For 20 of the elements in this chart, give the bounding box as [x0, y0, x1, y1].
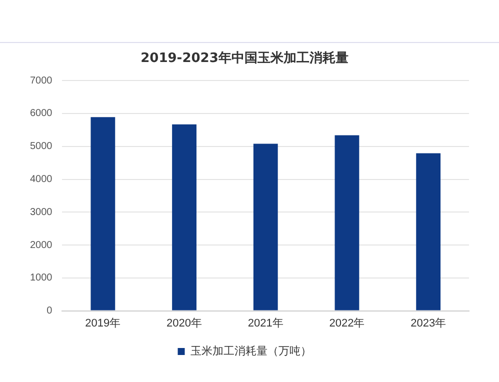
y-tick-label: 7000 [30, 75, 53, 86]
y-tick-label: 4000 [30, 174, 53, 186]
x-tick-label: 2023年 [410, 317, 446, 330]
y-tick-label: 1000 [30, 272, 53, 284]
x-tick-label: 2021年 [248, 317, 284, 330]
y-tick-label: 3000 [30, 206, 53, 218]
bar [416, 153, 441, 310]
bar [253, 144, 278, 310]
y-tick-label: 5000 [30, 141, 53, 152]
bar [90, 117, 116, 310]
x-tick-label: 2022年 [329, 317, 365, 330]
y-tick-label: 2000 [30, 240, 53, 251]
x-tick-label: 2019年 [85, 317, 121, 330]
x-tick-label: 2020年 [166, 317, 202, 330]
bar [334, 135, 360, 310]
legend-label: 玉米加工消耗量（万吨） [190, 344, 312, 358]
bar [172, 124, 196, 310]
y-tick-label: 6000 [30, 108, 53, 120]
chart-title: 2019-2023年中国玉米加工消耗量 [140, 50, 348, 66]
y-tick-label: 0 [46, 306, 53, 317]
